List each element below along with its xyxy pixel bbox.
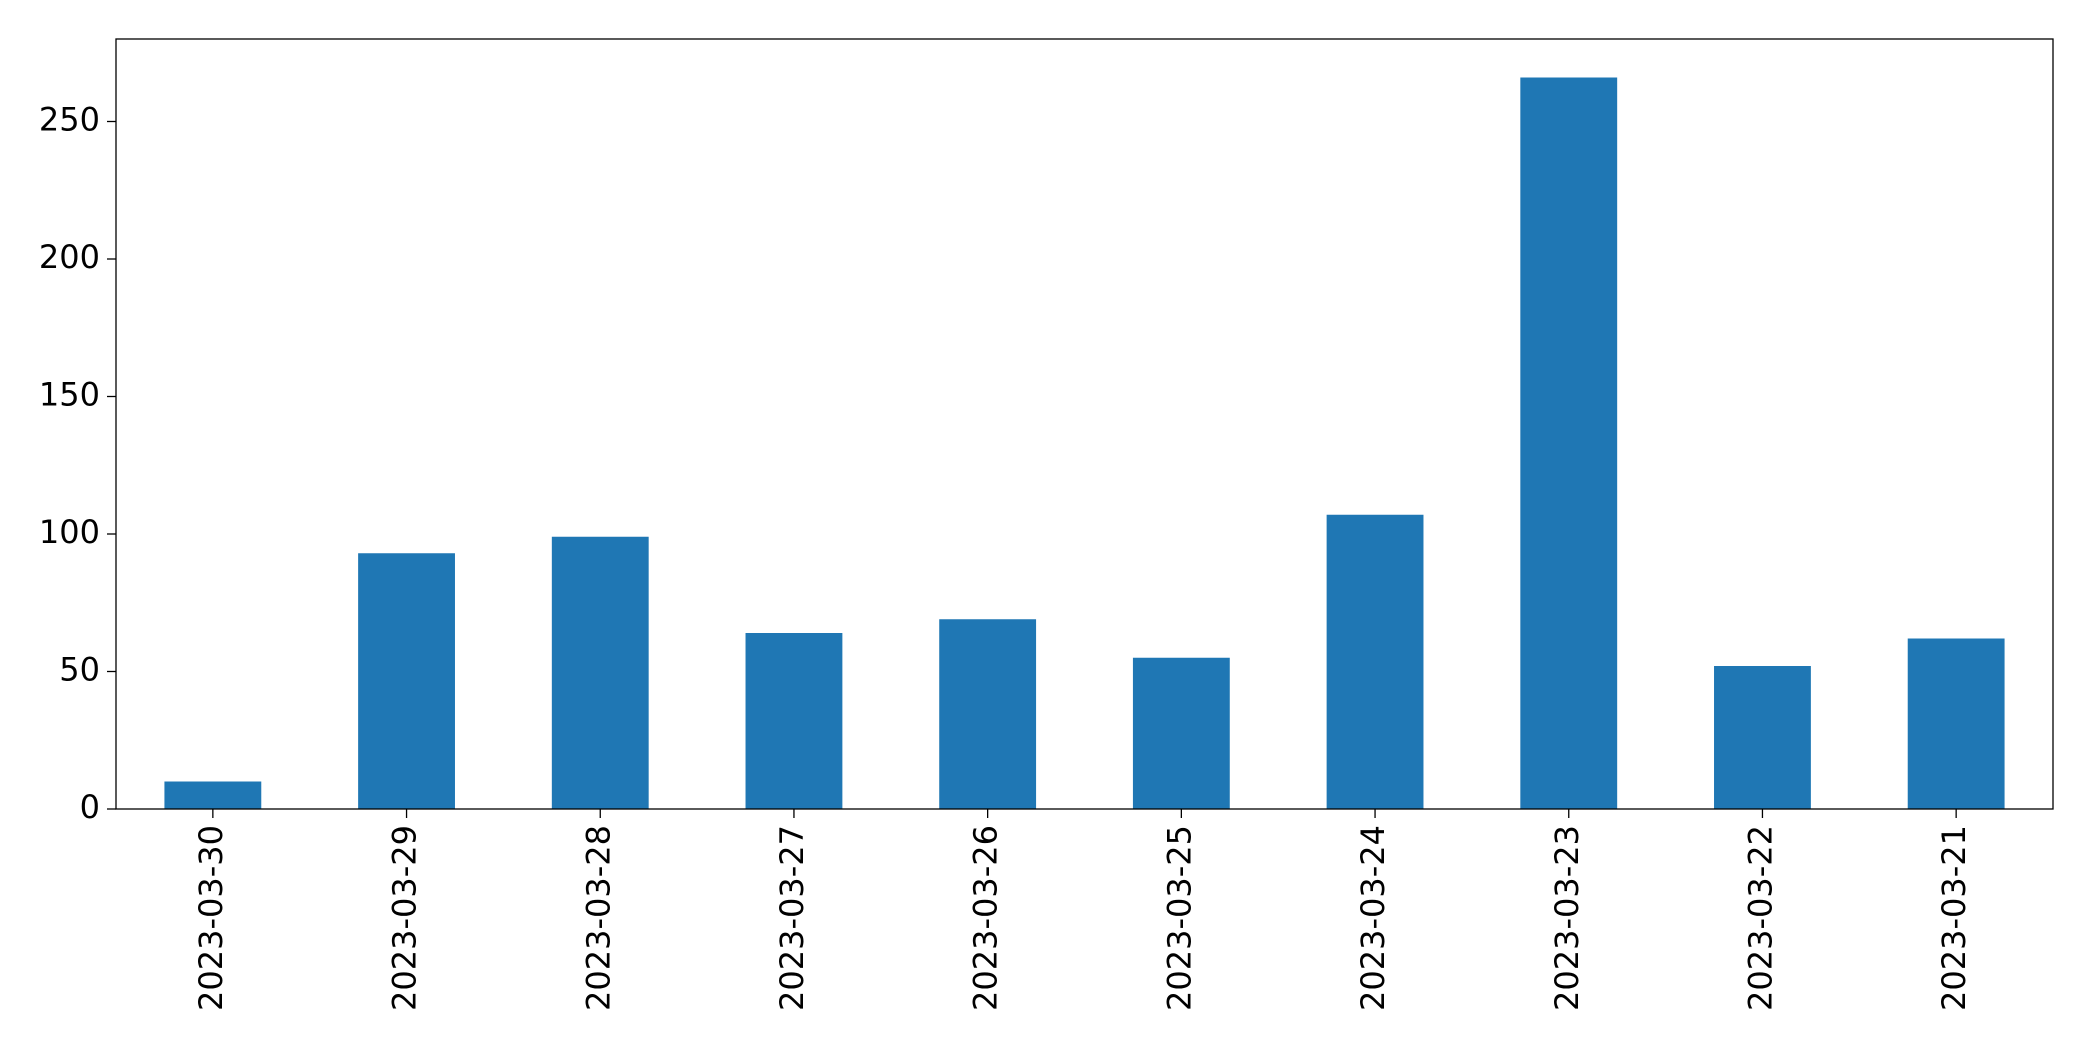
x-tick-label: 2023-03-30 <box>192 825 230 1011</box>
x-tick-label: 2023-03-27 <box>773 825 811 1011</box>
bar <box>1520 77 1618 809</box>
y-tick-label: 200 <box>39 238 100 276</box>
x-tick-label: 2023-03-24 <box>1354 825 1392 1011</box>
y-tick-label: 100 <box>39 513 100 551</box>
bar <box>551 536 649 809</box>
x-tick-label: 2023-03-29 <box>386 825 424 1011</box>
bar <box>358 553 455 809</box>
x-tick-label: 2023-03-23 <box>1548 825 1586 1011</box>
bar <box>1714 666 1811 809</box>
bar <box>164 781 262 809</box>
x-tick-label: 2023-03-26 <box>967 825 1005 1011</box>
x-tick-label: 2023-03-25 <box>1160 825 1198 1011</box>
bar <box>1907 638 2005 809</box>
y-tick-label: 50 <box>59 651 100 689</box>
x-tick-label: 2023-03-21 <box>1935 825 1973 1011</box>
bar <box>745 633 843 809</box>
plot-frame <box>115 38 2054 810</box>
bar <box>1326 514 1424 809</box>
bar <box>939 619 1037 809</box>
y-tick-label: 250 <box>39 101 100 139</box>
y-tick-label: 0 <box>80 788 100 826</box>
y-tick-label: 150 <box>39 376 100 414</box>
x-tick-label: 2023-03-28 <box>579 825 617 1011</box>
x-tick-label: 2023-03-22 <box>1741 825 1779 1011</box>
bar <box>1132 657 1230 809</box>
